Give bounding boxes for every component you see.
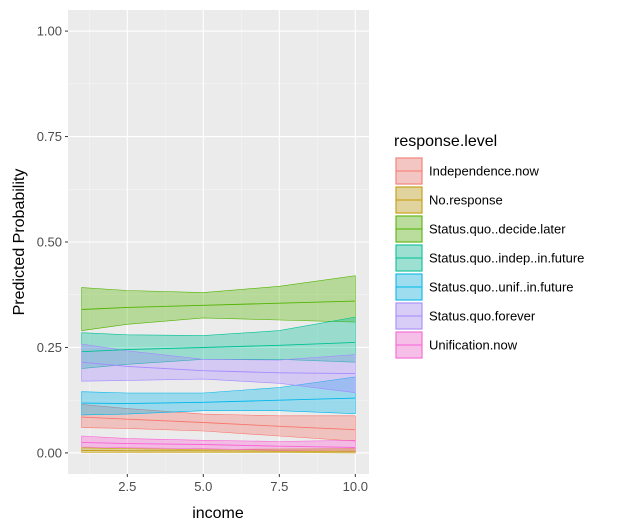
legend-label: Status.quo..indep..in.future — [429, 251, 584, 266]
legend-label: Status.quo..unif..in.future — [429, 280, 574, 295]
legend-item: Status.quo..decide.later — [395, 215, 566, 243]
legend-label: No.response — [429, 193, 503, 208]
line-Status.quo..decide.later — [81, 300, 356, 310]
line-Independence.now — [81, 416, 356, 431]
legend-item: Unification.now — [395, 331, 518, 359]
legend-item: Status.quo..indep..in.future — [395, 244, 584, 272]
series-lines — [81, 300, 356, 452]
x-tick-label: 2.5 — [118, 479, 136, 494]
line-Unification.now — [81, 441, 356, 448]
line-Status.quo..indep..in.future — [81, 341, 356, 353]
y-tick-label: 0.25 — [37, 340, 62, 355]
x-tick-label: 7.5 — [270, 479, 288, 494]
legend-label: Independence.now — [429, 164, 539, 179]
legend: response.level Independence.now No.respon… — [394, 133, 584, 359]
x-tick-label: 10.0 — [343, 479, 368, 494]
y-tick-label: 0.50 — [37, 235, 62, 250]
legend-item: No.response — [395, 186, 503, 214]
legend-label: Status.quo.forever — [429, 309, 536, 324]
line-Status.quo.forever — [81, 361, 356, 375]
x-axis-title: income — [192, 505, 244, 522]
line-No.response — [81, 449, 356, 452]
line-Status.quo..unif..in.future — [81, 397, 356, 405]
ribbon-Status.quo..unif..in.future — [81, 376, 356, 416]
ribbon-Status.quo.forever — [81, 343, 356, 393]
x-tick-label: 5.0 — [194, 479, 212, 494]
legend-title: response.level — [394, 133, 497, 150]
legend-item: Status.quo.forever — [395, 302, 536, 330]
x-axis: 2.5 5.0 7.5 10.0 — [118, 474, 368, 494]
legend-item: Status.quo..unif..in.future — [395, 273, 574, 301]
y-tick-label: 1.00 — [37, 24, 62, 39]
legend-item: Independence.now — [395, 157, 539, 185]
legend-label: Unification.now — [429, 338, 518, 353]
y-tick-label: 0.00 — [37, 445, 62, 460]
y-tick-label: 0.75 — [37, 129, 62, 144]
y-axis-title: Predicted Probability — [11, 169, 28, 316]
ribbons — [81, 275, 356, 454]
legend-label: Status.quo..decide.later — [429, 222, 566, 237]
y-axis: 0.00 0.25 0.50 0.75 1.00 — [37, 24, 68, 460]
